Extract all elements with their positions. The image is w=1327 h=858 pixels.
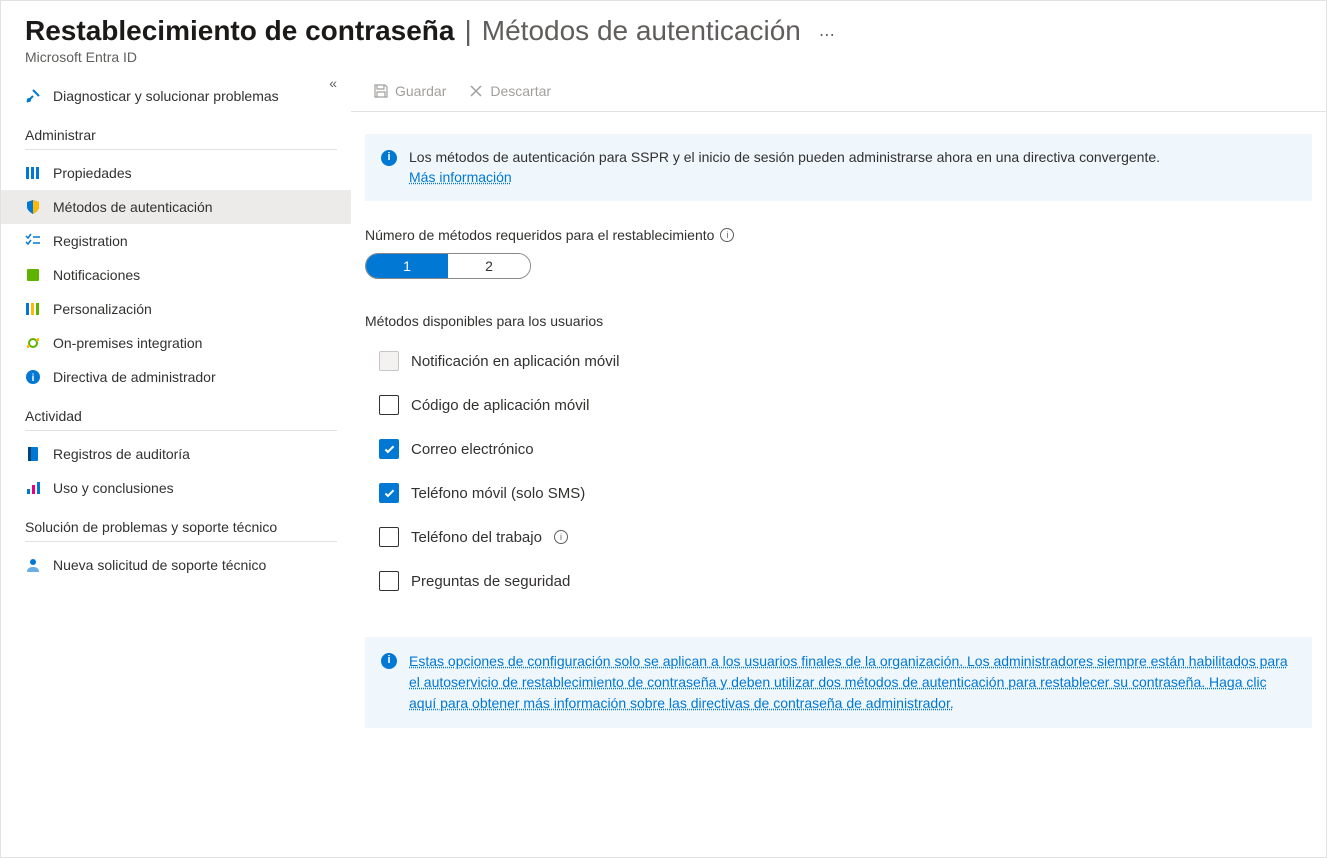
sidebar-item-label: Uso y conclusiones — [53, 480, 174, 496]
method-row-office-phone: Teléfono del trabajo i — [379, 515, 1312, 559]
method-label: Notificación en aplicación móvil — [411, 353, 619, 370]
wrench-icon — [25, 88, 41, 104]
methods-count-toggle: 1 2 — [365, 253, 531, 279]
sidebar-item-label: Directiva de administrador — [53, 369, 216, 385]
info-text: Los métodos de autenticación para SSPR y… — [409, 149, 1160, 165]
sidebar-item-new-support[interactable]: Nueva solicitud de soporte técnico — [1, 548, 351, 582]
info-banner-bottom: i Estas opciones de configuración solo s… — [365, 637, 1312, 728]
sidebar-item-label: Diagnosticar y solucionar problemas — [53, 88, 279, 104]
checkbox-security-questions[interactable] — [379, 571, 399, 591]
svg-text:i: i — [32, 373, 35, 384]
sidebar: « Diagnosticar y solucionar problemas Ad… — [1, 69, 351, 847]
toolbar: Guardar Descartar — [351, 69, 1326, 112]
method-label: Teléfono móvil (solo SMS) — [411, 485, 585, 502]
method-row-security-questions: Preguntas de seguridad — [379, 559, 1312, 603]
page-title-separator: | — [464, 15, 471, 47]
sidebar-section-activity: Actividad — [25, 394, 337, 431]
page-header: Restablecimiento de contraseña | Métodos… — [1, 1, 1326, 69]
sidebar-item-label: Registration — [53, 233, 128, 249]
chart-icon — [25, 480, 41, 496]
sidebar-item-personalization[interactable]: Personalización — [1, 292, 351, 326]
info-icon: i — [25, 369, 41, 385]
checkbox-office-phone[interactable] — [379, 527, 399, 547]
sidebar-item-label: Notificaciones — [53, 267, 140, 283]
main-content: Guardar Descartar i Los métodos de auten… — [351, 69, 1326, 847]
bars-color-icon — [25, 301, 41, 317]
sidebar-item-label: On-premises integration — [53, 335, 202, 351]
methods-required-label: Número de métodos requeridos para el res… — [365, 227, 1312, 243]
checkbox-mobile-phone[interactable] — [379, 483, 399, 503]
checkbox-email[interactable] — [379, 439, 399, 459]
shield-icon — [25, 199, 41, 215]
sidebar-item-label: Métodos de autenticación — [53, 199, 213, 215]
method-label: Correo electrónico — [411, 441, 534, 458]
method-label: Código de aplicación móvil — [411, 397, 589, 414]
checklist-icon — [25, 233, 41, 249]
more-actions-button[interactable]: ⋯ — [819, 25, 835, 45]
discard-button[interactable]: Descartar — [460, 79, 559, 103]
discard-label: Descartar — [490, 83, 551, 99]
method-row-mobile-notification: Notificación en aplicación móvil — [379, 339, 1312, 383]
sidebar-item-audit-logs[interactable]: Registros de auditoría — [1, 437, 351, 471]
book-icon — [25, 267, 41, 283]
checkbox-mobile-notification — [379, 351, 399, 371]
learn-more-link[interactable]: Más información — [409, 169, 512, 185]
hint-icon[interactable]: i — [554, 530, 568, 544]
sidebar-item-label: Propiedades — [53, 165, 132, 181]
page-title-main: Restablecimiento de contraseña — [25, 15, 454, 47]
method-label: Preguntas de seguridad — [411, 573, 570, 590]
sidebar-item-auth-methods[interactable]: Métodos de autenticación — [1, 190, 351, 224]
page-subtitle: Microsoft Entra ID — [25, 49, 1302, 65]
sidebar-item-label: Personalización — [53, 301, 152, 317]
sidebar-section-manage: Administrar — [25, 113, 337, 150]
sidebar-item-diagnose[interactable]: Diagnosticar y solucionar problemas — [1, 79, 351, 113]
checkbox-mobile-code[interactable] — [379, 395, 399, 415]
save-icon — [373, 83, 389, 99]
toggle-option-1[interactable]: 1 — [366, 254, 448, 278]
method-row-mobile-code: Código de aplicación móvil — [379, 383, 1312, 427]
method-label: Teléfono del trabajo — [411, 529, 542, 546]
sidebar-item-registration[interactable]: Registration — [1, 224, 351, 258]
sidebar-item-properties[interactable]: Propiedades — [1, 156, 351, 190]
methods-list: Notificación en aplicación móvil Código … — [379, 339, 1312, 603]
available-methods-label: Métodos disponibles para los usuarios — [365, 313, 1312, 329]
sync-icon — [25, 335, 41, 351]
save-label: Guardar — [395, 83, 446, 99]
info-banner-top: i Los métodos de autenticación para SSPR… — [365, 134, 1312, 201]
close-icon — [468, 83, 484, 99]
sidebar-item-admin-policy[interactable]: i Directiva de administrador — [1, 360, 351, 394]
page-title-sub: Métodos de autenticación — [482, 15, 801, 47]
hint-icon[interactable]: i — [720, 228, 734, 242]
sidebar-item-label: Nueva solicitud de soporte técnico — [53, 557, 266, 573]
admin-policy-link[interactable]: Estas opciones de configuración solo se … — [409, 653, 1288, 711]
sidebar-section-support: Solución de problemas y soporte técnico — [25, 505, 337, 542]
info-icon: i — [381, 150, 397, 166]
notebook-icon — [25, 446, 41, 462]
sidebar-item-label: Registros de auditoría — [53, 446, 190, 462]
sidebar-item-notifications[interactable]: Notificaciones — [1, 258, 351, 292]
save-button[interactable]: Guardar — [365, 79, 454, 103]
method-row-mobile-phone: Teléfono móvil (solo SMS) — [379, 471, 1312, 515]
collapse-sidebar-button[interactable]: « — [329, 75, 337, 91]
info-icon: i — [381, 653, 397, 669]
sidebar-item-usage[interactable]: Uso y conclusiones — [1, 471, 351, 505]
bars-icon — [25, 165, 41, 181]
support-person-icon — [25, 557, 41, 573]
sidebar-item-onprem[interactable]: On-premises integration — [1, 326, 351, 360]
method-row-email: Correo electrónico — [379, 427, 1312, 471]
toggle-option-2[interactable]: 2 — [448, 254, 530, 278]
